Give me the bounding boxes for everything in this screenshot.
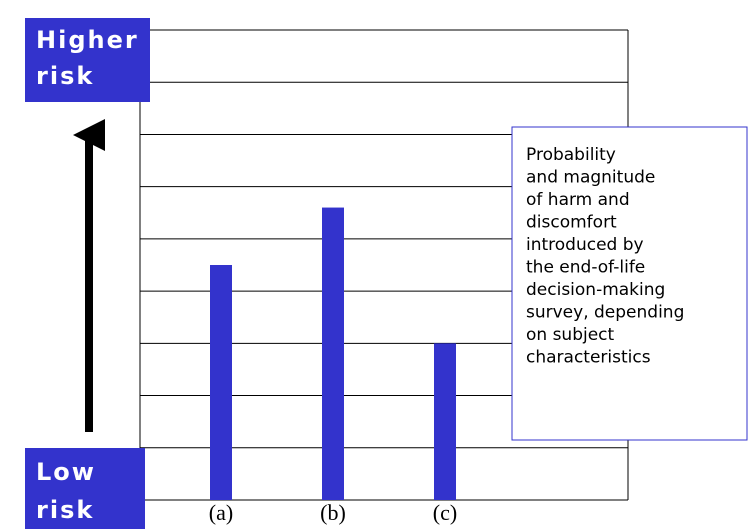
annotation-line: on subject: [526, 325, 615, 345]
x-tick-label: (c): [433, 500, 457, 525]
low-risk-box: [25, 448, 145, 529]
bar: [322, 207, 344, 501]
annotation-line: Probability: [526, 145, 616, 165]
annotation-line: characteristics: [526, 348, 651, 368]
annotation-line: survey, depending: [526, 303, 684, 323]
higher-risk-label: risk: [36, 62, 94, 90]
bar: [434, 343, 456, 500]
annotation-box: [511, 126, 748, 441]
annotation-line: introduced by: [526, 235, 644, 255]
low-risk-label: Low: [36, 458, 96, 486]
annotation-line: decision-making: [526, 280, 665, 300]
higher-risk-box: [25, 18, 150, 102]
annotation-line: of harm and: [526, 190, 630, 210]
bar: [210, 265, 232, 500]
annotation-line: the end-of-life: [526, 258, 645, 278]
annotation-line: discomfort: [526, 213, 617, 233]
x-tick-label: (a): [209, 500, 233, 525]
annotation-line: and magnitude: [526, 168, 655, 188]
low-risk-label: risk: [36, 496, 94, 524]
x-tick-label: (b): [320, 500, 346, 525]
higher-risk-label: Higher: [36, 26, 139, 54]
